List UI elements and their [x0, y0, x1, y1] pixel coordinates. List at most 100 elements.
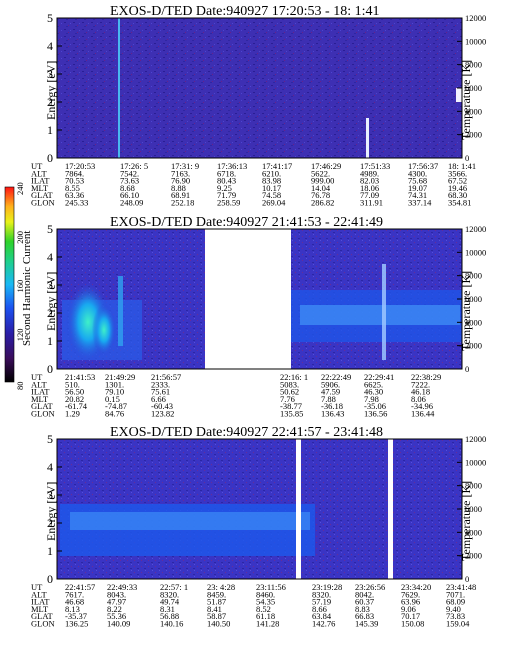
table-cell: 8320. — [160, 589, 179, 599]
table-cell: 7163. — [171, 168, 190, 178]
table-cell: 55.36 — [107, 611, 126, 621]
table-cell: 311.91 — [360, 198, 383, 208]
panel-2-features-right — [291, 264, 462, 360]
table-cell: 510. — [65, 379, 80, 389]
table-cell: 46.30 — [364, 387, 383, 397]
table-cell: 337.14 — [408, 198, 432, 208]
row-label: GLAT — [31, 401, 54, 411]
colorbar-tick-label: 160 — [15, 280, 25, 293]
table-cell: 286.82 — [311, 198, 334, 208]
table-cell: 1301. — [105, 379, 124, 389]
table-cell: 23:11:56 — [256, 582, 286, 592]
table-cell: 63.84 — [312, 611, 332, 621]
panel-1-title: EXOS-D/TED Date:940927 17:20:53 - 18: 1:… — [110, 4, 379, 19]
table-cell: -38.77 — [280, 401, 302, 411]
y-tick-label: 3 — [47, 67, 53, 81]
table-cell: 0.15 — [105, 394, 120, 404]
y2-tick-label: 0 — [465, 153, 469, 163]
row-label: UT — [31, 372, 43, 382]
row-label: UT — [31, 582, 43, 592]
panel-3-y-axis: 0 1 2 3 4 5 — [47, 432, 62, 586]
table-cell: 17:20:53 — [65, 161, 95, 171]
y2-tick-label: 0 — [465, 574, 469, 584]
table-cell: 7.98 — [364, 394, 379, 404]
y2-tick-label: 8000 — [465, 271, 482, 281]
table-cell: 7071. — [446, 589, 465, 599]
table-cell: 8459. — [207, 589, 226, 599]
table-cell: 17:31: 9 — [171, 161, 199, 171]
y2-tick-label: 10000 — [465, 36, 486, 46]
y-tick-label: 2 — [47, 95, 53, 109]
panel-1-y-axis: 0 1 2 3 4 5 — [47, 11, 62, 165]
table-cell: 77.09 — [360, 190, 379, 200]
table-cell: 17:51:33 — [360, 161, 390, 171]
y-tick-label: 2 — [47, 306, 53, 320]
table-cell: 6625. — [364, 379, 383, 389]
table-cell: 68.91 — [171, 190, 190, 200]
y2-tick-label: 0 — [465, 364, 469, 374]
table-cell: 23: 4:28 — [207, 582, 235, 592]
table-cell: 23:19:28 — [312, 582, 342, 592]
y2-tick-label: 4000 — [465, 527, 482, 537]
table-cell: 10.17 — [262, 183, 281, 193]
table-cell: 17:41:17 — [262, 161, 292, 171]
table-cell: 7222. — [411, 379, 430, 389]
table-cell: 22:41:57 — [65, 582, 95, 592]
y2-tick-label: 6000 — [465, 504, 482, 514]
table-cell: 8.13 — [65, 604, 80, 614]
table-cell: -36.18 — [321, 401, 343, 411]
y2-tick-label: 2000 — [465, 551, 482, 561]
panel-3-ephemeris-table: UTALTILATMLTGLATGLON22:41:577617.46.688.… — [31, 582, 476, 629]
y-tick-label: 0 — [47, 572, 53, 586]
table-cell: 20.82 — [65, 394, 84, 404]
panel-1-edge-burst — [456, 88, 462, 102]
table-cell: 4300. — [408, 168, 427, 178]
table-cell: 1.29 — [65, 409, 80, 419]
y2-tick-label: 8000 — [465, 481, 482, 491]
table-cell: 252.18 — [171, 198, 194, 208]
table-cell: 79.10 — [105, 387, 124, 397]
table-cell: 71.79 — [217, 190, 236, 200]
table-cell: 22:22:49 — [321, 372, 351, 382]
table-cell: 56.88 — [160, 611, 179, 621]
y-tick-label: 1 — [47, 123, 53, 137]
panel-1: EXOS-D/TED Date:940927 17:20:53 - 18: 1:… — [31, 4, 486, 208]
table-cell: 8.83 — [355, 604, 370, 614]
panel-2-spike-stripe — [118, 276, 123, 346]
y2-tick-label: 8000 — [465, 60, 482, 70]
row-label: MLT — [31, 394, 49, 404]
table-cell: 258.59 — [217, 198, 240, 208]
panel-2: EXOS-D/TED Date:940927 21:41:53 - 22:41:… — [31, 215, 486, 419]
table-cell: 51.87 — [207, 597, 226, 607]
y-tick-label: 4 — [47, 39, 53, 53]
panel-2-light-belt — [300, 305, 460, 325]
y2-tick-label: 12000 — [465, 434, 486, 444]
y2-tick-label: 4000 — [465, 317, 482, 327]
table-cell: 68.09 — [446, 597, 465, 607]
colorbar-gradient — [4, 186, 15, 383]
table-cell: 22:16: 1 — [280, 372, 308, 382]
table-cell: 140.16 — [160, 619, 183, 629]
table-cell: 8320. — [312, 589, 331, 599]
table-cell: 136.25 — [65, 619, 88, 629]
table-cell: 54.35 — [256, 597, 275, 607]
y-tick-label: 0 — [47, 362, 53, 376]
y2-tick-label: 6000 — [465, 294, 482, 304]
table-cell: 6210. — [262, 168, 281, 178]
table-cell: 80.43 — [217, 176, 236, 186]
panel-2-title: EXOS-D/TED Date:940927 21:41:53 - 22:41:… — [110, 215, 383, 230]
table-cell: 354.81 — [448, 198, 471, 208]
row-label: MLT — [31, 183, 49, 193]
table-cell: 17:26: 5 — [120, 161, 148, 171]
table-cell: 123.82 — [151, 409, 174, 419]
table-cell: 999.00 — [311, 176, 334, 186]
table-cell: 68.30 — [448, 190, 467, 200]
table-cell: 73.63 — [120, 176, 139, 186]
table-cell: 140.50 — [207, 619, 230, 629]
panel-1-spike-stripe — [118, 18, 120, 158]
table-cell: 8.52 — [256, 604, 271, 614]
table-cell: 9.40 — [446, 604, 461, 614]
table-cell: 75.68 — [408, 176, 427, 186]
table-cell: 140.09 — [107, 619, 130, 629]
